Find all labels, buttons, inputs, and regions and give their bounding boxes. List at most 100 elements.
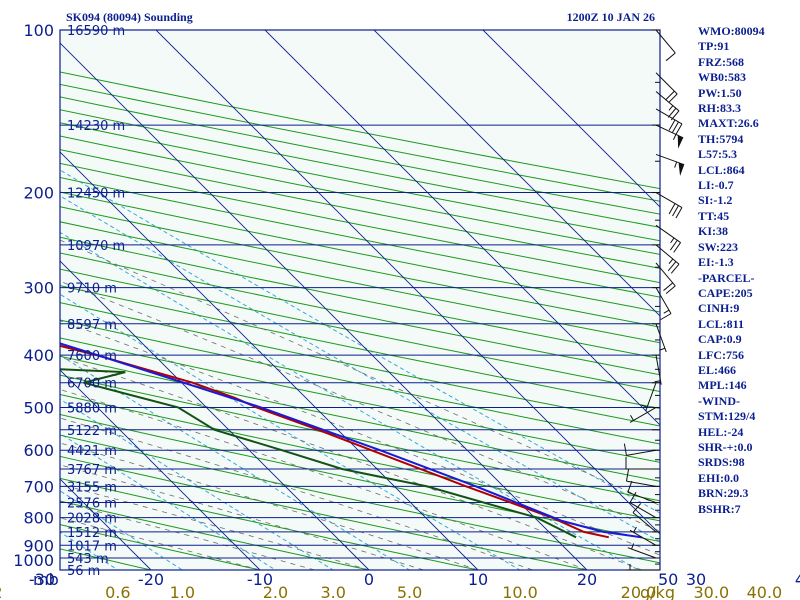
sounding-indices-panel: WMO:80094 TP:91 FRZ:568 WB0:583 PW:1.50 RH:83… — [698, 24, 765, 517]
wind-barb — [629, 407, 657, 423]
wind-barb-pennant — [678, 162, 685, 176]
wind-barb-flag — [665, 285, 676, 295]
wind-barb-flag — [623, 443, 627, 456]
mixing-ratio-label: 20.0 — [621, 583, 657, 600]
moist-adiabat-line — [60, 483, 370, 570]
wind-barb-flag — [668, 119, 676, 131]
wind-barb — [632, 503, 657, 533]
wind-barb — [655, 287, 672, 321]
isotherm-line — [60, 42, 588, 570]
isotherm-line — [482, 30, 660, 208]
height-label: 3767 m — [67, 463, 117, 478]
pressure-label: 500 — [23, 398, 54, 417]
sounding-index-item: BSHR:7 — [698, 501, 741, 516]
mixing-ratio-label: 40.0 — [747, 583, 783, 600]
wind-barb-flag — [663, 282, 674, 291]
isotherm-line — [60, 151, 479, 570]
wind-barb-staff — [655, 29, 676, 54]
wind-barb — [625, 456, 656, 470]
wind-barb-half-flag — [630, 414, 634, 421]
wind-barb-staff — [626, 449, 657, 456]
wind-barb-half-flag — [633, 526, 637, 533]
wind-barb-staff — [645, 382, 657, 412]
height-label: 1017 m — [67, 539, 117, 554]
height-label: 10970 m — [67, 239, 125, 254]
sounding-index-item: CAPE:205 — [698, 285, 753, 300]
height-label: 14230 m — [67, 119, 125, 134]
wind-barb — [654, 355, 662, 385]
mixing-ratio-label: 3.0 — [320, 583, 345, 600]
wind-barbs — [623, 29, 685, 571]
isotherm-line — [264, 30, 660, 426]
wind-barb-staff — [632, 512, 657, 533]
height-label: 9710 m — [67, 282, 117, 297]
wind-barb-staff — [655, 355, 662, 385]
wind-barb — [641, 382, 657, 412]
height-label: 543 m — [67, 552, 109, 567]
wind-barb — [655, 323, 667, 353]
wind-barb-flag — [627, 480, 633, 493]
sounding-index-item: EI:-1.3 — [698, 255, 734, 270]
sounding-index-item: TP:91 — [698, 39, 730, 54]
pressure-label: 200 — [23, 184, 54, 203]
plot-frame — [59, 29, 661, 571]
wind-barb-half-flag — [631, 543, 635, 550]
background-lines — [60, 30, 660, 570]
sounding-index-item: LCL:864 — [698, 162, 745, 177]
pressure-label: 100 — [23, 21, 54, 40]
wind-barb — [627, 480, 657, 504]
wind-barb-flag — [665, 52, 676, 62]
sounding-index-item: EHI:0.0 — [698, 470, 740, 485]
wind-barb-flag — [668, 93, 678, 103]
wind-barb-flag — [672, 205, 679, 217]
sounding-index-item: L57:5.3 — [698, 147, 737, 162]
height-label: 56 m — [67, 564, 100, 579]
wind-barb — [655, 153, 685, 176]
wind-barb-half-flag — [659, 347, 666, 351]
wind-barb — [655, 244, 680, 274]
isotherm-line — [60, 478, 152, 570]
pressure-label: 1000 — [13, 551, 54, 570]
sounding-index-item: LFC:756 — [698, 347, 744, 362]
wind-barb-half-flag — [663, 309, 670, 314]
wind-barb-flag — [625, 469, 630, 482]
sounding-index-item: MPL:146 — [698, 378, 747, 393]
temperature-label: 20 — [577, 570, 597, 589]
sounding-index-item: SW:223 — [698, 239, 739, 254]
wind-barb — [629, 492, 657, 519]
isotherm-line — [155, 30, 660, 535]
height-label: 7600 m — [67, 349, 117, 364]
wind-barb-flag — [629, 492, 637, 503]
wind-barb-half-flag — [668, 258, 674, 264]
pressure-label: 600 — [23, 441, 54, 460]
temperature-label: -10 — [247, 570, 273, 589]
temperature-label: 0 — [364, 570, 374, 589]
mixing-ratio-label: 0.2 — [0, 583, 3, 600]
mixing-ratio-label: 30.0 — [694, 583, 730, 600]
profile-lines — [60, 342, 642, 539]
height-label: 8597 m — [67, 318, 117, 333]
wind-barb-staff — [655, 323, 667, 353]
sounding-index-item: KI:38 — [698, 224, 728, 239]
wind-barb-staff — [655, 287, 672, 314]
temperature-label: 40 — [795, 570, 800, 589]
height-label: 12450 m — [67, 187, 125, 202]
temperature-label: 30 — [686, 570, 706, 589]
wind-barb — [655, 192, 683, 219]
wind-barb — [626, 564, 656, 571]
wind-barb-flag — [673, 242, 681, 253]
wind-barb-staff — [627, 547, 657, 559]
sounding-index-item: WMO:80094 — [698, 24, 765, 38]
sounding-index-item: BRN:29.3 — [698, 486, 749, 501]
sounding-index-item: SI:-1.2 — [698, 193, 733, 208]
wind-barb — [655, 29, 676, 62]
sounding-index-item: HEL:-24 — [698, 424, 744, 439]
wind-barb-flag — [670, 263, 680, 274]
height-label: 2028 m — [67, 512, 117, 527]
height-label: 5122 m — [67, 424, 117, 439]
pressure-label: 400 — [23, 346, 54, 365]
wind-barb-staff — [655, 224, 681, 243]
wind-barb-half-flag — [674, 161, 678, 168]
sounding-index-item: TH:5794 — [698, 131, 744, 146]
